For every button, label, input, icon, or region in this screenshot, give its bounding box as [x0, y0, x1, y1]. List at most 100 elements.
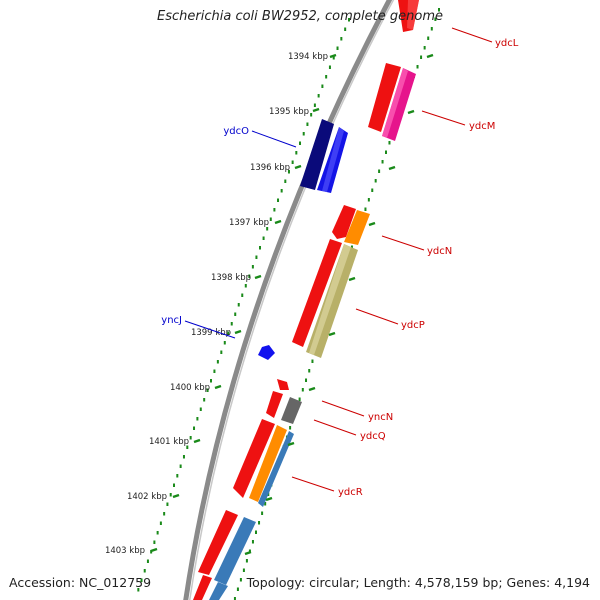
- track-dot: [213, 369, 216, 373]
- track-dot: [313, 103, 316, 107]
- gene-label-leader: [184, 320, 236, 339]
- track-dot: [308, 369, 311, 373]
- track-dot: [420, 55, 423, 59]
- gene-label-yncN: yncN: [368, 412, 393, 423]
- gene-label-leader: [321, 400, 365, 417]
- tick-mark: [172, 493, 180, 499]
- track-dot: [291, 160, 294, 164]
- track-dot: [169, 493, 172, 497]
- track-dot: [156, 531, 159, 535]
- gene-ydcP-group: [292, 239, 358, 358]
- tick-label: 1395 kbp: [269, 107, 309, 117]
- track-dot: [251, 265, 254, 269]
- track-dot: [306, 122, 309, 126]
- track-dot: [284, 179, 287, 183]
- gene-feature: [266, 391, 283, 418]
- track-dot: [427, 36, 430, 40]
- track-dot: [137, 588, 140, 592]
- tick-mark: [368, 221, 376, 227]
- track-dot: [206, 388, 209, 392]
- gene-feature: [300, 119, 334, 190]
- track-dot: [143, 569, 146, 573]
- track-dot: [239, 578, 242, 582]
- gene-ydcQ-group: [266, 391, 302, 424]
- track-dot: [336, 46, 339, 50]
- gene-label-ydcQ: ydcQ: [360, 431, 386, 442]
- tick-mark: [265, 496, 273, 502]
- track-dot: [264, 502, 267, 506]
- gene-feature: [209, 582, 228, 600]
- track-dot: [434, 17, 437, 21]
- track-dot: [234, 312, 237, 316]
- track-dot: [384, 150, 387, 154]
- gene-ydcO-pair: [300, 119, 348, 193]
- gene-feature: [193, 575, 212, 600]
- track-dot: [173, 483, 176, 487]
- track-dot: [242, 568, 245, 572]
- tick-mark: [348, 276, 356, 282]
- gene-label-ydcM: ydcM: [469, 121, 495, 132]
- genome-backbone: [183, 0, 393, 600]
- tick-mark: [312, 107, 320, 113]
- track-dot: [176, 474, 179, 478]
- track-dot: [199, 407, 202, 411]
- track-dot: [203, 398, 206, 402]
- gene-yncJ: [258, 345, 275, 360]
- track-dot: [254, 530, 257, 534]
- gene-label-ydcL: ydcL: [495, 38, 519, 49]
- track-dot: [340, 37, 343, 41]
- gene-ydcR-group: [233, 419, 294, 507]
- tick-mark: [234, 329, 242, 335]
- track-dot: [367, 198, 370, 202]
- track-dot: [146, 559, 149, 563]
- tick-mark: [294, 164, 302, 170]
- gene-feature: [332, 205, 356, 239]
- gene-highlight: [382, 68, 408, 138]
- gene-bottom-group: [193, 510, 256, 600]
- gene-label-ydcR: ydcR: [338, 487, 363, 498]
- track-dot: [423, 46, 426, 50]
- gene-feature: [368, 63, 401, 132]
- track-dot: [230, 322, 233, 326]
- track-dot: [269, 217, 272, 221]
- gene-ydcN-group: [332, 205, 370, 245]
- track-dot: [348, 18, 350, 22]
- track-dot: [374, 179, 377, 183]
- track-dot: [258, 521, 261, 525]
- topology-text: Topology: circular; Length: 4,578,159 bp…: [246, 575, 590, 590]
- tick-label: 1394 kbp: [288, 52, 328, 62]
- gene-feature: [258, 431, 294, 507]
- track-dot: [277, 198, 280, 202]
- track-dot: [236, 587, 239, 591]
- tick-mark: [328, 331, 336, 337]
- track-dot: [216, 360, 219, 364]
- track-dot: [220, 350, 223, 354]
- tick-label: 1400 kbp: [170, 383, 210, 393]
- track-dot: [223, 341, 226, 345]
- gene-feature: [344, 210, 370, 245]
- track-dot: [378, 169, 381, 173]
- track-dot: [241, 293, 244, 297]
- track-dot: [388, 141, 391, 145]
- track-dot: [182, 455, 185, 459]
- track-dot: [189, 436, 192, 440]
- track-dot: [328, 65, 331, 69]
- track-dot: [262, 236, 265, 240]
- track-dot: [233, 597, 236, 600]
- track-dot: [344, 27, 347, 31]
- tick-label: 1398 kbp: [211, 273, 251, 283]
- page-title: Escherichia coli BW2952, complete genome: [157, 9, 443, 24]
- tick-mark: [244, 550, 252, 556]
- track-dot: [273, 208, 276, 212]
- tick-mark: [407, 109, 415, 115]
- track-dot: [317, 94, 320, 98]
- gene-labels: ydcL ydcM ydcO ydcN ydcP yncJ yncN ydcQ ydcR: [161, 27, 519, 498]
- gene-yncN: [277, 379, 289, 390]
- track-dot: [255, 255, 258, 259]
- gene-feature: [281, 397, 302, 424]
- track-dot: [332, 56, 335, 60]
- track-dot: [310, 113, 313, 117]
- track-dot: [227, 331, 230, 335]
- gene-ydcM-group: [368, 63, 416, 141]
- track-dot: [321, 84, 324, 88]
